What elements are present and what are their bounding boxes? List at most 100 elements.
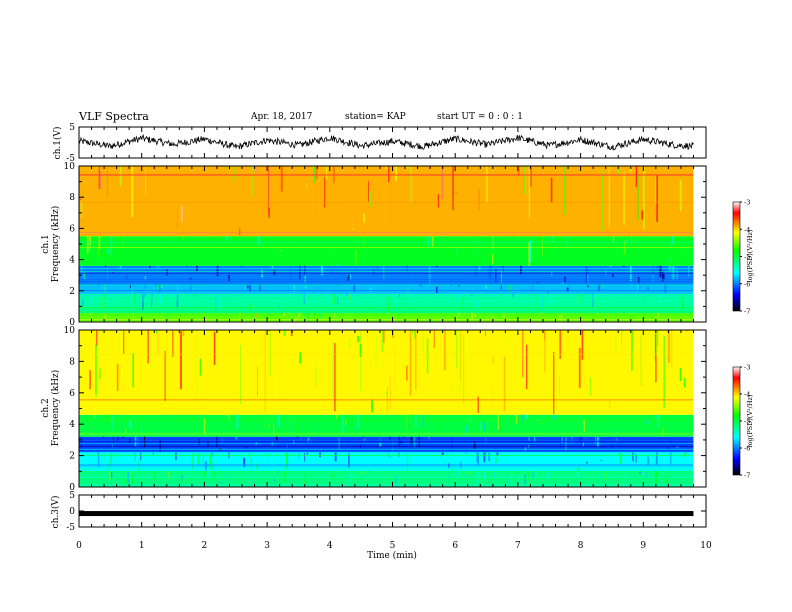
spectrogram-streak — [389, 166, 391, 224]
spectrogram-line — [79, 298, 694, 300]
spectrogram-streak — [475, 301, 478, 309]
spectrogram-streak — [250, 458, 253, 468]
spectrogram-streak — [283, 330, 286, 336]
spectrogram-line — [79, 290, 694, 292]
spectrogram-line — [79, 419, 694, 421]
y-tick-label: -5 — [66, 154, 75, 164]
spectrogram-streak — [464, 360, 466, 393]
spectrogram-line — [79, 440, 694, 442]
spectrogram-streak — [104, 284, 106, 293]
spectrogram-line — [79, 268, 694, 269]
spectrogram-streak — [125, 429, 127, 433]
spectrogram-streak — [455, 471, 457, 474]
spectrogram-streak — [490, 265, 492, 280]
spectrogram-streak — [410, 166, 412, 202]
spectrogram-streak — [452, 166, 454, 210]
spectrogram-streak — [265, 420, 267, 429]
spectrogram-line — [79, 443, 694, 444]
spectrogram-streak — [178, 293, 181, 296]
spectrogram-streak — [655, 333, 657, 383]
spectrogram-streak — [625, 471, 627, 482]
spectrogram-streak — [347, 273, 350, 281]
spectrogram-streak — [497, 414, 499, 430]
spectrogram-streak — [679, 180, 682, 211]
spectrogram-streak — [298, 452, 300, 460]
spectrogram-streak — [490, 458, 492, 464]
spectrogram-streak — [172, 236, 173, 238]
spectrogram-streak — [428, 266, 431, 284]
spectrogram-streak — [125, 482, 128, 484]
spectrogram-line — [79, 307, 694, 308]
spectrogram-streak — [235, 478, 237, 485]
ch1-waveform-trace — [78, 133, 694, 151]
spectrogram-streak — [357, 414, 359, 429]
spectrogram-streak — [129, 420, 132, 429]
spectrogram-streak — [152, 452, 154, 456]
spectrogram-streak — [290, 330, 293, 336]
spectrogram-streak — [329, 254, 331, 257]
spectrogram-streak — [98, 236, 99, 258]
spectrogram-streak — [647, 287, 649, 290]
spectrogram-streak — [462, 297, 465, 311]
spectrogram-streak — [153, 471, 155, 480]
spectrogram-streak — [249, 304, 251, 311]
spectrogram-streak — [190, 284, 192, 291]
spectrogram-streak — [630, 330, 633, 371]
spectrogram-streak — [180, 471, 182, 476]
spectrogram-streak — [363, 236, 365, 247]
spectrogram-streak — [318, 287, 321, 289]
spectrogram-streak — [299, 313, 301, 315]
spectrogram-streak — [398, 312, 400, 318]
spectrogram-streak — [458, 284, 460, 287]
spectrogram-streak — [283, 312, 285, 317]
spectrogram-streak — [94, 414, 96, 419]
spectrogram-streak — [474, 313, 476, 318]
y-tick-label: 8 — [69, 193, 75, 203]
spectrogram-streak — [474, 317, 476, 320]
spectrogram-band — [79, 265, 694, 285]
spectrogram-streak — [515, 414, 518, 424]
spectrogram-streak — [529, 315, 531, 318]
spectrogram-streak — [608, 400, 611, 409]
spectrogram-line — [79, 399, 694, 401]
spectrogram-streak — [386, 386, 388, 412]
figure-title: VLF Spectra — [79, 110, 149, 123]
spectrogram-streak — [527, 471, 529, 480]
spectrogram-streak — [273, 270, 276, 275]
spectrogram-streak — [193, 316, 195, 320]
spectrogram-streak — [451, 469, 454, 471]
spectrogram-streak — [516, 471, 519, 474]
spectrogram-streak — [157, 330, 160, 356]
start-ut-label: start UT = 0 : 0 : 1 — [437, 112, 523, 122]
spectrogram-streak — [562, 239, 564, 241]
spectrogram-streak — [422, 414, 424, 427]
spectrogram-streak — [239, 312, 241, 319]
spectrogram-streak — [592, 293, 594, 308]
spectrogram-streak — [119, 166, 122, 186]
spectrogram-streak — [184, 290, 186, 292]
spectrogram-streak — [122, 237, 124, 248]
spectrogram-streak — [603, 269, 605, 275]
spectrogram-streak — [677, 445, 679, 450]
spectrogram-streak — [147, 312, 149, 319]
spectrogram-streak — [656, 330, 658, 356]
x-tick-label: 2 — [202, 541, 208, 551]
spectrogram-streak — [100, 313, 103, 319]
spectrogram-streak — [669, 452, 672, 471]
spectrogram-streak — [239, 344, 241, 405]
spectrogram-streak — [144, 284, 146, 289]
spectrogram-streak — [652, 270, 654, 283]
spectrogram-streak — [84, 312, 86, 316]
spectrogram-streak — [529, 240, 532, 263]
spectrogram-streak — [299, 265, 301, 280]
spectrogram-streak — [671, 440, 672, 444]
spectrogram-streak — [313, 426, 316, 428]
spectrogram-streak — [191, 452, 194, 470]
spectrogram-streak — [269, 313, 271, 316]
spectrogram-streak — [104, 452, 106, 463]
spectrogram-streak — [422, 330, 424, 353]
spectrogram-streak — [541, 312, 543, 315]
spectrogram-streak — [477, 452, 480, 454]
spectrogram-streak — [548, 452, 551, 454]
spectrogram-streak — [537, 282, 539, 284]
